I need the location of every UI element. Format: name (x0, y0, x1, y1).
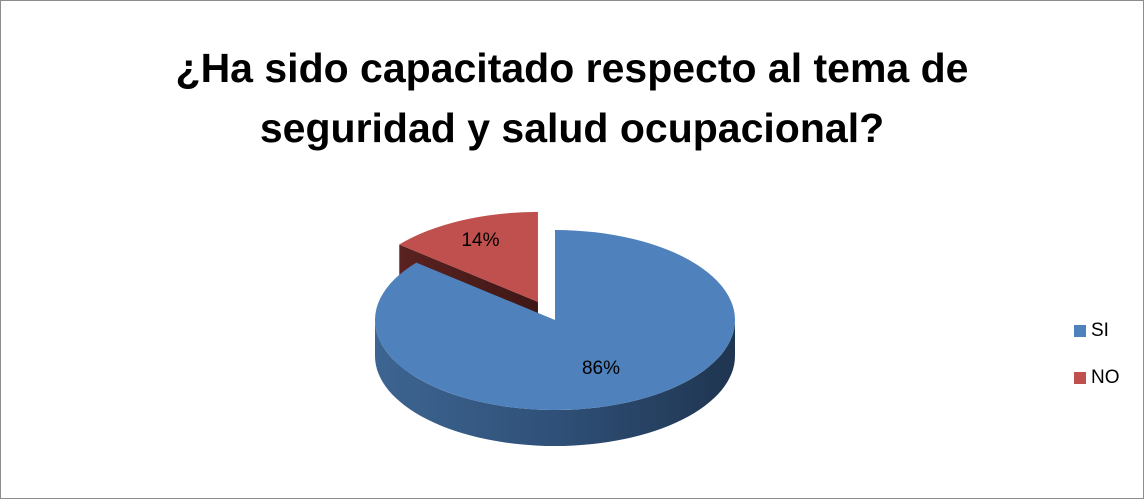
legend-label: SI (1091, 320, 1109, 341)
pie-slice (374, 230, 735, 411)
legend-label: NO (1091, 367, 1120, 388)
chart-title: ¿Ha sido capacitado respecto al tema de … (175, 45, 969, 151)
pie-side (375, 320, 735, 446)
legend-swatch (1074, 372, 1086, 384)
pie-slice (399, 211, 538, 302)
data-label: 86% (582, 358, 620, 379)
legend-swatch (1074, 325, 1086, 337)
data-label: 14% (461, 230, 499, 251)
